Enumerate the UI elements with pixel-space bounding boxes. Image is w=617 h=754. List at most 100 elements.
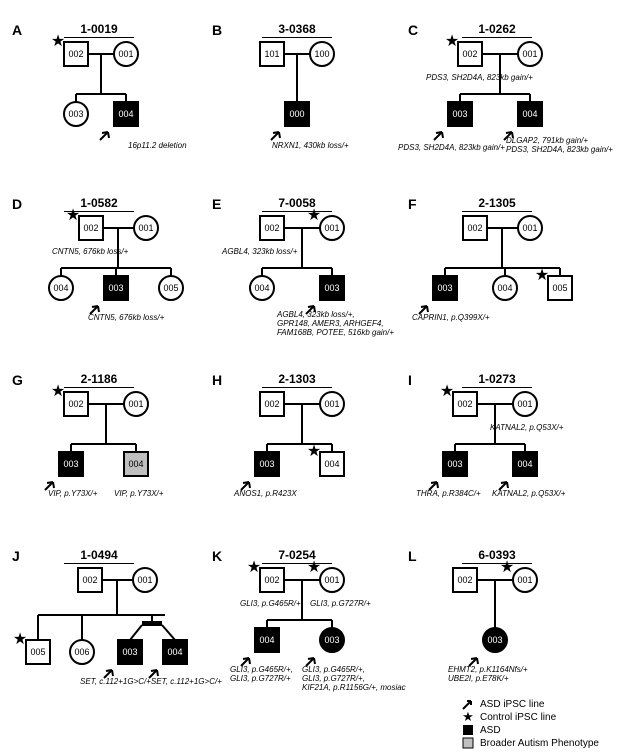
pedigree-9: 002001005★006003004 xyxy=(20,560,220,730)
person-id: 101 xyxy=(264,49,279,59)
person-id: 005 xyxy=(163,283,178,293)
person-id: 003 xyxy=(63,459,78,469)
control-star: ★ xyxy=(440,383,454,400)
genotype-label: GLI3, p.G465R/+,GLI3, p.G727R/+,KIF21A, … xyxy=(302,666,422,692)
pedigree-7: 002001003004★ xyxy=(232,384,412,534)
person-id: 002 xyxy=(462,49,477,59)
person-id: 001 xyxy=(517,575,532,585)
legend-symbol: ★ xyxy=(462,711,476,723)
person-id: 001 xyxy=(118,49,133,59)
person-id: 003 xyxy=(68,109,83,119)
asd-arrow xyxy=(271,132,280,140)
panel-letter: A xyxy=(12,22,22,38)
person-id: 003 xyxy=(487,635,502,645)
genotype-label: NRXN1, 430kb loss/+ xyxy=(272,142,382,151)
control-star: ★ xyxy=(247,559,261,576)
panel-letter: G xyxy=(12,372,23,388)
person-id: 001 xyxy=(517,399,532,409)
person-id: 001 xyxy=(137,575,152,585)
person-id: 003 xyxy=(122,647,137,657)
genotype-label: ANOS1, p.R423X xyxy=(234,490,314,499)
legend-symbol xyxy=(462,737,476,749)
legend-item: ASD iPSC line xyxy=(462,698,599,710)
pedigree-3: 002★001004003005 xyxy=(36,208,216,358)
control-star: ★ xyxy=(51,33,65,50)
genotype-label: CNTN5, 676kb loss/+ xyxy=(52,248,152,257)
legend-item: ★ Control iPSC line xyxy=(462,711,599,723)
person-id: 004 xyxy=(167,647,182,657)
legend: ASD iPSC line★ Control iPSC line ASD Broade… xyxy=(462,698,599,750)
person-id: 002 xyxy=(457,399,472,409)
person-id: 002 xyxy=(68,49,83,59)
genotype-label: GLI3, p.G465R/+,GLI3, p.G727R/+ xyxy=(230,666,312,684)
person-id: 003 xyxy=(324,283,339,293)
control-star: ★ xyxy=(13,631,27,648)
person-id: 004 xyxy=(53,283,68,293)
legend-label: ASD xyxy=(480,725,501,736)
genotype-label: DLGAP2, 791kb gain/+PDS3, SH2D4A, 823kb … xyxy=(506,137,617,155)
person-id: 002 xyxy=(82,575,97,585)
person-id: 004 xyxy=(522,109,537,119)
control-star: ★ xyxy=(307,443,321,460)
genotype-label: GLI3, p.G727R/+ xyxy=(310,600,385,609)
person-id: 002 xyxy=(264,223,279,233)
person-id: 004 xyxy=(259,635,274,645)
person-id: 002 xyxy=(264,575,279,585)
genotype-label: 16p11.2 deletion xyxy=(128,142,218,151)
person-id: 100 xyxy=(314,49,329,59)
person-id: 002 xyxy=(457,575,472,585)
genotype-label: KATNAL2, p.Q53X/+ xyxy=(490,424,585,433)
person-id: 003 xyxy=(259,459,274,469)
person-id: 003 xyxy=(324,635,339,645)
pedigree-2: 002★001003004 xyxy=(420,34,610,194)
panel-letter: D xyxy=(12,196,22,212)
legend-label: Control iPSC line xyxy=(480,712,556,723)
person-id: 001 xyxy=(522,49,537,59)
asd-arrow xyxy=(434,132,443,140)
control-star: ★ xyxy=(535,267,549,284)
person-id: 004 xyxy=(128,459,143,469)
genotype-label: PDS3, SH2D4A, 823kb gain/+ xyxy=(426,74,546,83)
person-id: 002 xyxy=(68,399,83,409)
person-id: 000 xyxy=(289,109,304,119)
person-id: 006 xyxy=(74,647,89,657)
pedigree-1: 101 100 000 xyxy=(232,34,392,184)
person-id: 004 xyxy=(497,283,512,293)
person-id: 002 xyxy=(83,223,98,233)
pedigree-5: 002001003004005★ xyxy=(420,208,610,358)
pedigree-4: 002001★004003 xyxy=(232,208,412,368)
genotype-label: EHMT2, p.K1164Nfs/+UBE2I, p.E78K/+ xyxy=(448,666,558,684)
panel-letter: J xyxy=(12,548,20,564)
person-id: 005 xyxy=(30,647,45,657)
svg-text:★: ★ xyxy=(462,711,474,723)
genotype-label: THRA, p.R384C/+ xyxy=(416,490,501,499)
legend-label: Broader Autism Phenotype xyxy=(480,738,599,749)
legend-item: ASD xyxy=(462,724,599,736)
genotype-label: SET, c.112+1G>C/+SET, c.112+1G>C/+ xyxy=(80,678,230,687)
pedigree-8: 002★001003004 xyxy=(420,384,610,534)
person-id: 004 xyxy=(324,459,339,469)
asd-arrow xyxy=(100,132,109,140)
control-star: ★ xyxy=(307,559,321,576)
control-star: ★ xyxy=(66,207,80,224)
person-id: 004 xyxy=(517,459,532,469)
person-id: 005 xyxy=(552,283,567,293)
genotype-label: KATNAL2, p.Q53X/+ xyxy=(492,490,587,499)
pedigree-0: 002★ 001 003 004 xyxy=(36,34,196,184)
panel-letter: C xyxy=(408,22,418,38)
control-star: ★ xyxy=(445,33,459,50)
genotype-label: AGBL4, 323kb loss/+ xyxy=(222,248,322,257)
person-id: 004 xyxy=(118,109,133,119)
genotype-label: AGBL4, 323kb loss/+,GPR148, AMER3, ARHGE… xyxy=(277,311,417,337)
genotype-label: GLI3, p.G465R/+ xyxy=(240,600,315,609)
legend-symbol xyxy=(462,724,476,736)
person-id: 001 xyxy=(128,399,143,409)
genotype-label: PDS3, SH2D4A, 823kb gain/+ xyxy=(398,144,518,153)
person-id: 001 xyxy=(522,223,537,233)
panel-letter: B xyxy=(212,22,222,38)
person-id: 001 xyxy=(324,223,339,233)
person-id: 001 xyxy=(324,575,339,585)
pedigree-10: 002★001★004003 xyxy=(232,560,412,730)
genotype-label: CAPRIN1, p.Q399X/+ xyxy=(412,314,512,323)
genotype-label: CNTN5, 676kb loss/+ xyxy=(88,314,188,323)
